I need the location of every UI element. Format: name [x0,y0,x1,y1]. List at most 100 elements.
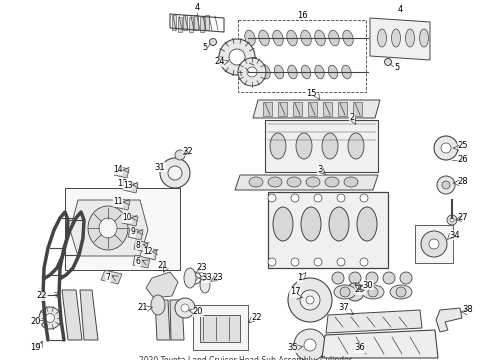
Circle shape [396,287,406,297]
Circle shape [442,181,450,189]
Text: 5: 5 [202,42,208,51]
Circle shape [383,272,395,284]
Circle shape [306,296,314,304]
Text: 20: 20 [31,318,41,327]
Ellipse shape [301,65,311,79]
Polygon shape [322,330,438,358]
Ellipse shape [274,65,284,79]
Circle shape [447,215,457,225]
Circle shape [288,278,332,322]
Text: 9: 9 [130,228,135,237]
Polygon shape [114,166,129,178]
Polygon shape [189,17,193,32]
Circle shape [368,287,378,297]
Circle shape [437,176,455,194]
Ellipse shape [261,65,270,79]
Text: 5: 5 [394,63,400,72]
Polygon shape [183,15,187,30]
Polygon shape [128,228,143,240]
Polygon shape [134,240,148,252]
Ellipse shape [287,30,297,46]
Text: 16: 16 [296,10,307,19]
Circle shape [268,194,276,202]
Circle shape [304,339,316,351]
Ellipse shape [268,177,282,187]
Circle shape [340,287,350,297]
Polygon shape [143,247,157,260]
Polygon shape [353,102,362,116]
Text: 13: 13 [123,180,133,189]
Polygon shape [170,300,184,340]
Text: 4: 4 [397,5,403,14]
Circle shape [314,258,322,266]
Text: 2: 2 [349,113,355,122]
Polygon shape [123,181,138,193]
Text: 37: 37 [339,303,349,312]
Text: 6: 6 [136,257,141,266]
Polygon shape [70,200,148,256]
Polygon shape [155,300,170,340]
Circle shape [385,58,392,66]
Circle shape [39,307,61,329]
Polygon shape [338,102,347,116]
Circle shape [193,275,197,280]
Polygon shape [80,290,98,340]
Circle shape [175,298,195,318]
Ellipse shape [419,29,428,47]
Text: 2020 Toyota Land Cruiser Head Sub-Assembly, Cylinder
11101-80003: 2020 Toyota Land Cruiser Head Sub-Assemb… [139,356,351,360]
Ellipse shape [322,133,338,159]
Text: 15: 15 [306,90,316,99]
Ellipse shape [334,285,356,299]
Text: 27: 27 [458,213,468,222]
Text: 25: 25 [458,140,468,149]
Text: 18: 18 [117,179,127,188]
Text: 21: 21 [138,303,148,312]
Text: 33: 33 [201,274,212,283]
Text: 26: 26 [458,156,468,165]
Text: 10: 10 [122,213,132,222]
Ellipse shape [325,177,339,187]
Circle shape [337,194,345,202]
Ellipse shape [99,218,117,238]
Bar [65,188,180,270]
Circle shape [300,290,320,310]
Polygon shape [177,17,181,32]
Text: 3: 3 [318,166,323,175]
Ellipse shape [200,277,210,293]
Ellipse shape [329,207,349,241]
Ellipse shape [328,65,338,79]
Polygon shape [62,290,82,340]
Text: 1: 1 [297,274,303,283]
Ellipse shape [288,65,297,79]
Circle shape [434,136,458,160]
Text: 20: 20 [193,307,203,316]
Ellipse shape [259,30,269,46]
Text: 21: 21 [158,261,168,270]
Circle shape [219,39,255,75]
Polygon shape [326,310,422,333]
Bar [193,305,248,350]
Polygon shape [200,315,240,342]
Circle shape [238,58,266,86]
Polygon shape [122,214,138,226]
Circle shape [337,258,345,266]
Ellipse shape [247,65,257,79]
Text: 38: 38 [463,306,473,315]
Text: 4: 4 [195,4,199,13]
Polygon shape [436,308,462,332]
Circle shape [294,329,326,360]
Ellipse shape [342,65,351,79]
Circle shape [46,314,54,323]
Text: 22: 22 [37,292,47,301]
Ellipse shape [151,295,165,315]
Polygon shape [199,17,203,32]
Polygon shape [323,102,332,116]
Text: 7: 7 [105,274,110,283]
Ellipse shape [406,29,415,47]
Text: 19: 19 [30,343,40,352]
Circle shape [429,239,439,249]
Text: 11: 11 [113,198,123,207]
Circle shape [332,272,344,284]
Ellipse shape [273,30,283,46]
Text: 30: 30 [363,280,373,289]
